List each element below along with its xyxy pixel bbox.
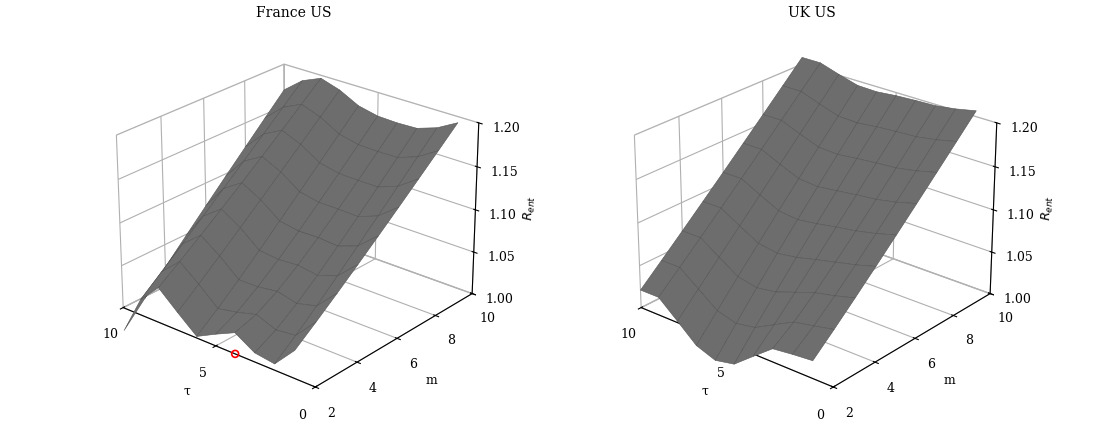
Y-axis label: m: m <box>425 374 436 387</box>
Title: France US: France US <box>255 6 332 20</box>
Title: UK US: UK US <box>788 6 835 20</box>
Y-axis label: m: m <box>944 374 955 387</box>
X-axis label: τ: τ <box>702 385 708 398</box>
X-axis label: τ: τ <box>183 385 190 398</box>
